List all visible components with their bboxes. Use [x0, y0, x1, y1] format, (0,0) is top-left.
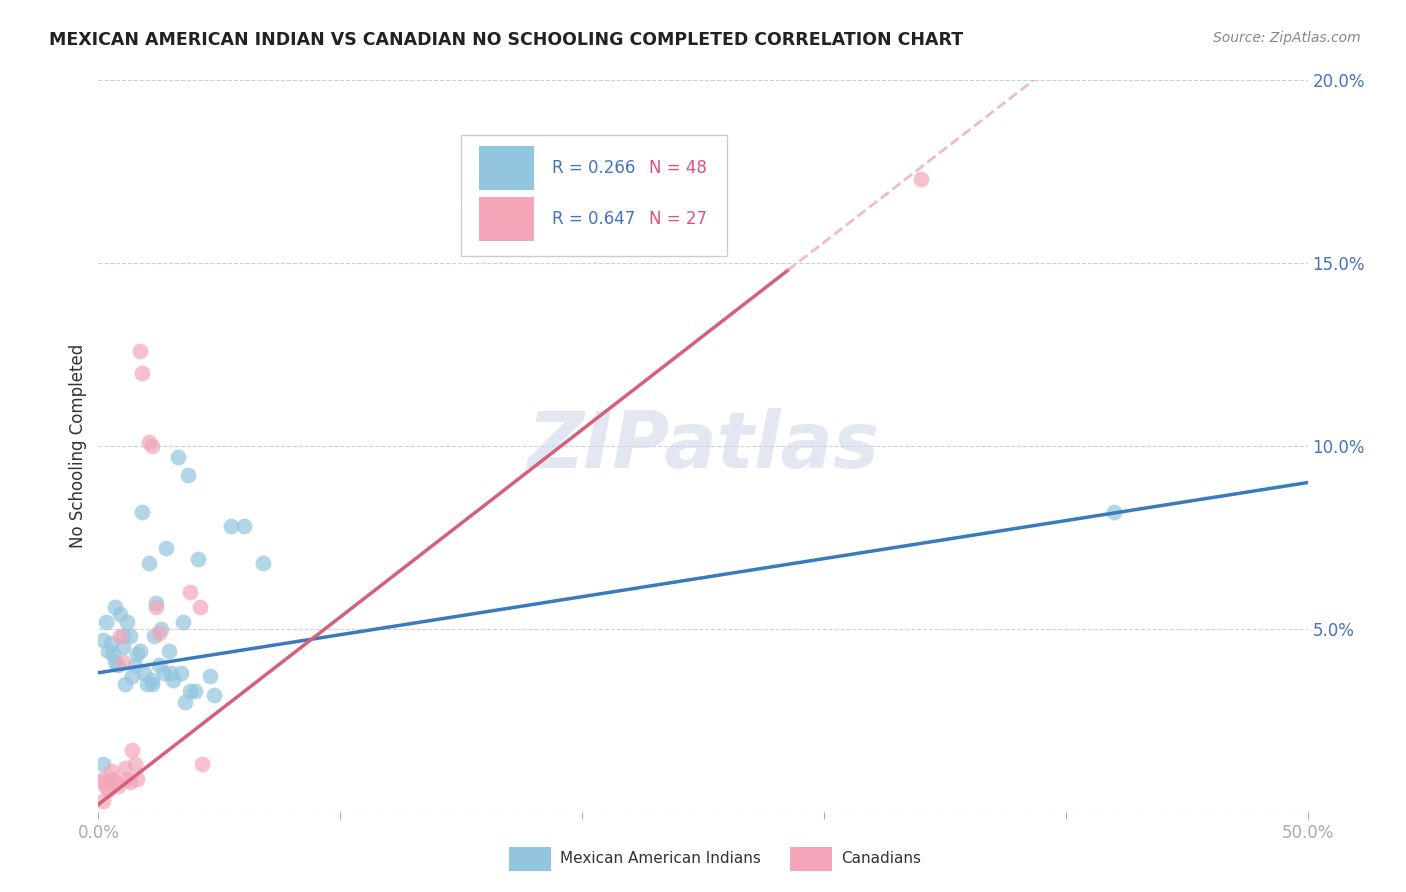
Point — [150, 622, 173, 636]
Point — [127, 648, 149, 662]
Point — [157, 644, 180, 658]
Text: R = 0.266: R = 0.266 — [551, 159, 636, 177]
Point — [97, 782, 120, 797]
Point — [121, 742, 143, 756]
Point — [111, 655, 134, 669]
Point — [118, 775, 141, 789]
Text: N = 27: N = 27 — [648, 211, 707, 228]
Point — [100, 636, 122, 650]
Y-axis label: No Schooling Completed: No Schooling Completed — [69, 344, 87, 548]
Point — [148, 625, 170, 640]
Point — [97, 644, 120, 658]
Point — [91, 632, 114, 647]
Point — [204, 688, 226, 702]
Point — [104, 775, 127, 789]
Point — [232, 519, 254, 533]
Point — [107, 779, 129, 793]
Text: Mexican American Indians: Mexican American Indians — [560, 852, 761, 866]
Text: ZIPatlas: ZIPatlas — [527, 408, 879, 484]
Point — [172, 615, 194, 629]
Point — [111, 640, 134, 655]
Point — [127, 772, 149, 786]
Point — [179, 585, 201, 599]
Point — [162, 673, 184, 687]
Point — [101, 772, 124, 786]
Point — [174, 695, 197, 709]
Point — [108, 629, 131, 643]
Point — [191, 757, 214, 772]
Text: MEXICAN AMERICAN INDIAN VS CANADIAN NO SCHOOLING COMPLETED CORRELATION CHART: MEXICAN AMERICAN INDIAN VS CANADIAN NO S… — [49, 31, 963, 49]
Point — [114, 761, 136, 775]
Point — [184, 684, 207, 698]
FancyBboxPatch shape — [479, 197, 534, 241]
Point — [138, 435, 160, 450]
Point — [91, 757, 114, 772]
Point — [118, 629, 141, 643]
Point — [160, 665, 183, 680]
Point — [131, 366, 153, 380]
Point — [179, 684, 201, 698]
Point — [91, 772, 114, 786]
Point — [124, 658, 146, 673]
Point — [148, 658, 170, 673]
Point — [167, 450, 190, 464]
FancyBboxPatch shape — [479, 146, 534, 190]
Point — [143, 629, 166, 643]
Text: Source: ZipAtlas.com: Source: ZipAtlas.com — [1213, 31, 1361, 45]
Point — [141, 439, 163, 453]
Point — [188, 599, 211, 614]
Text: Canadians: Canadians — [841, 852, 921, 866]
Point — [108, 607, 131, 622]
Point — [114, 676, 136, 690]
Text: N = 48: N = 48 — [648, 159, 706, 177]
Point — [138, 556, 160, 570]
Point — [141, 676, 163, 690]
Point — [131, 505, 153, 519]
Point — [124, 757, 146, 772]
Point — [90, 775, 112, 789]
Point — [91, 794, 114, 808]
Point — [252, 556, 274, 570]
Text: R = 0.647: R = 0.647 — [551, 211, 636, 228]
Point — [152, 665, 174, 680]
Point — [141, 673, 163, 687]
Point — [104, 599, 127, 614]
Point — [94, 615, 117, 629]
Point — [94, 779, 117, 793]
Point — [121, 669, 143, 683]
Point — [128, 644, 150, 658]
FancyBboxPatch shape — [461, 135, 727, 256]
Point — [169, 665, 191, 680]
Point — [128, 343, 150, 358]
Point — [1102, 505, 1125, 519]
Point — [198, 669, 221, 683]
Point — [100, 764, 122, 779]
Point — [187, 552, 209, 566]
Point — [104, 655, 127, 669]
Point — [101, 648, 124, 662]
Point — [145, 599, 167, 614]
Point — [135, 676, 157, 690]
Point — [910, 172, 932, 186]
Point — [221, 519, 243, 533]
Point — [155, 541, 177, 556]
Point — [145, 596, 167, 610]
Point — [107, 658, 129, 673]
Point — [117, 615, 139, 629]
Point — [117, 772, 139, 786]
Point — [134, 665, 156, 680]
Point — [177, 468, 200, 483]
Point — [111, 629, 134, 643]
